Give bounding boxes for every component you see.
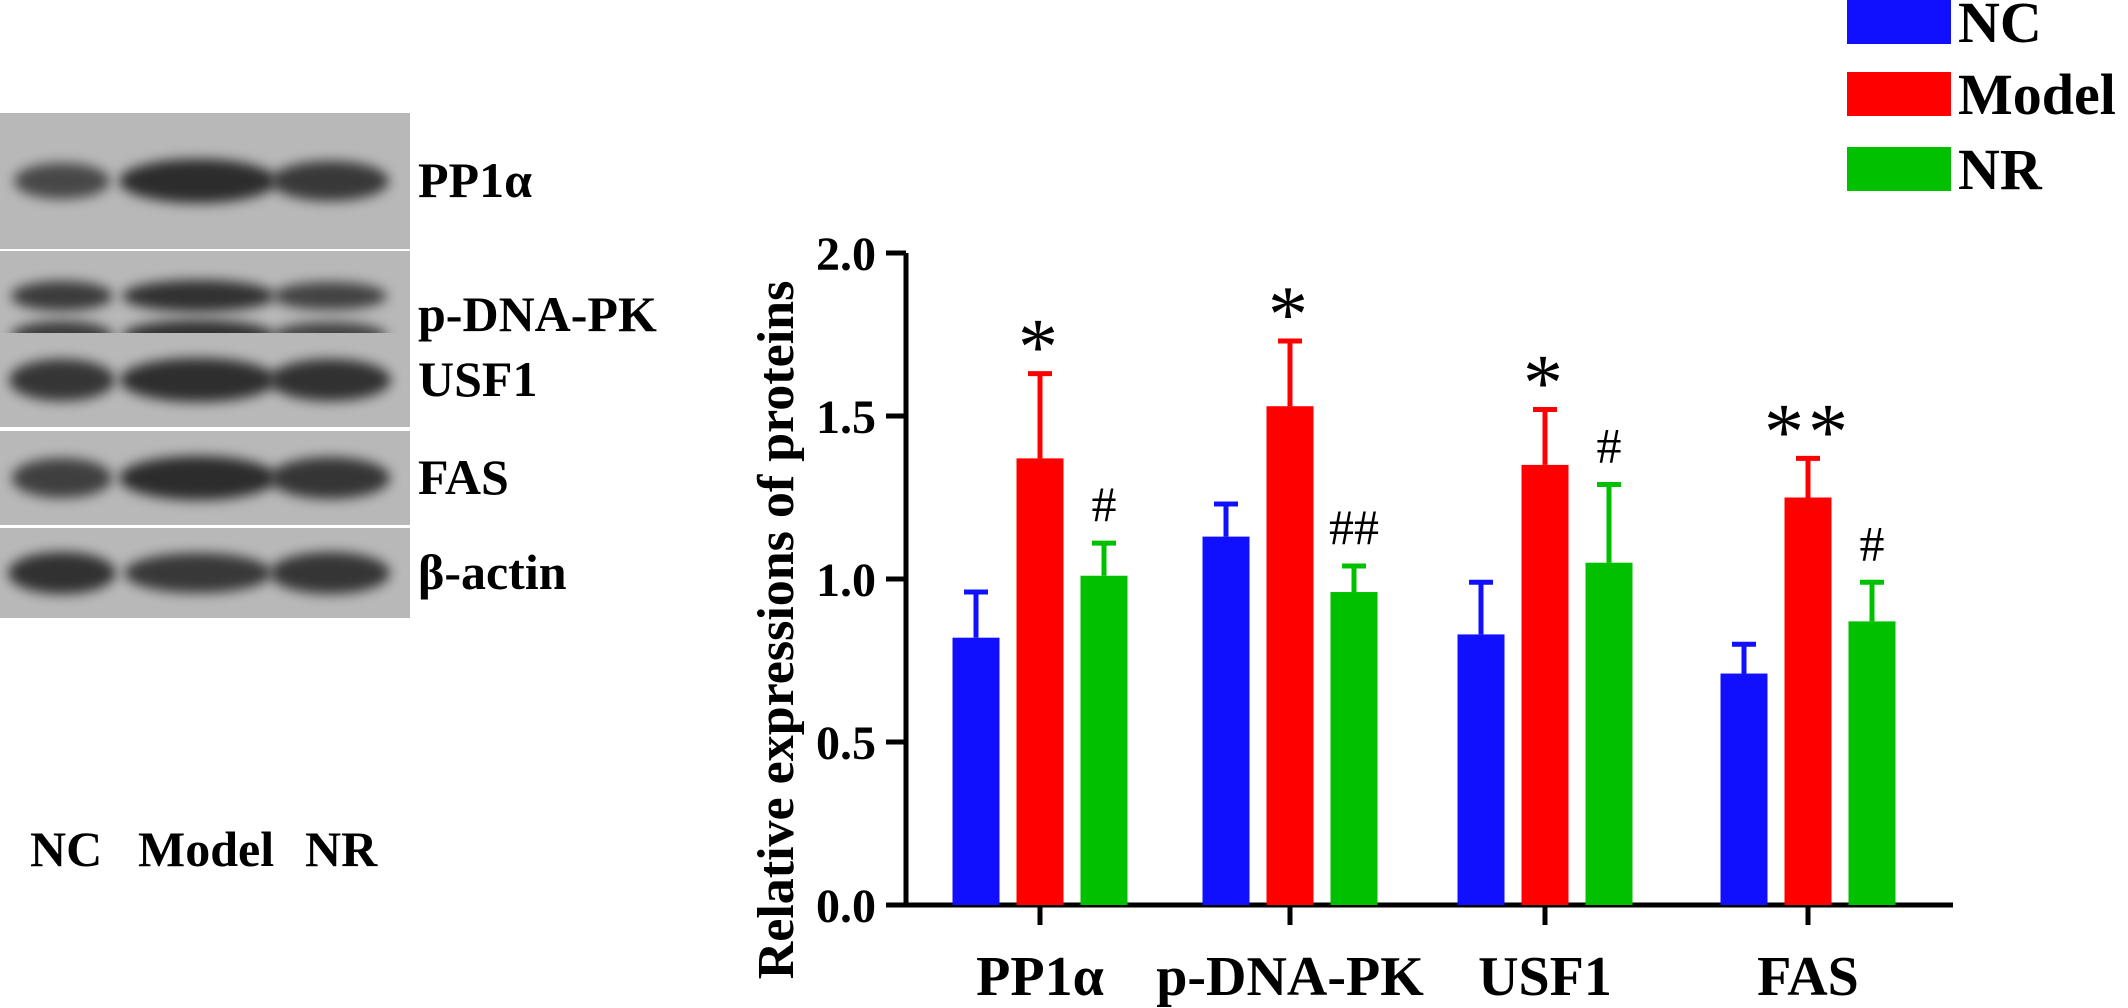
bar xyxy=(1080,575,1128,905)
blot-band xyxy=(119,456,277,500)
blot-row-label: p-DNA-PK xyxy=(418,286,657,342)
bar xyxy=(1521,464,1569,905)
bar xyxy=(1016,458,1064,905)
x-tick-label: PP1α xyxy=(976,946,1104,1008)
blot-row-label: PP1α xyxy=(418,152,532,208)
blot-panel xyxy=(0,528,410,618)
blot-row-label: USF1 xyxy=(418,351,538,407)
western-blot: PP1α p-DNA-PK USF1 FAS β-actin xyxy=(0,108,657,820)
blot-row-label: β-actin xyxy=(418,544,567,600)
blot-band xyxy=(269,457,391,499)
bar xyxy=(1202,536,1250,905)
annotations: *#*##*# **# xyxy=(1018,271,1885,571)
bar xyxy=(1330,592,1378,905)
bar xyxy=(1848,621,1896,905)
bars xyxy=(952,406,1896,905)
y-tick-label: 1.5 xyxy=(816,391,876,444)
significance-marker: # xyxy=(1092,476,1117,532)
blot-band xyxy=(120,358,276,402)
bar xyxy=(1720,673,1768,905)
y-tick-label: 2.0 xyxy=(816,228,876,281)
blot-band xyxy=(269,552,391,594)
blot-lane-label: Model xyxy=(138,821,275,877)
legend-label: NC xyxy=(1958,0,2042,55)
bar xyxy=(1266,406,1314,905)
blot-band xyxy=(8,551,116,595)
blot-band xyxy=(11,458,113,498)
bar xyxy=(1585,562,1633,905)
blot-band xyxy=(13,162,111,200)
blot-panel xyxy=(0,113,410,249)
y-tick-label: 0.0 xyxy=(816,880,876,933)
blot-band xyxy=(273,281,387,311)
significance-marker: * xyxy=(1523,339,1567,427)
blot-panel xyxy=(0,431,410,525)
y-axis-label: Relative expressions of proteins xyxy=(748,281,805,980)
significance-marker: ## xyxy=(1329,499,1379,555)
legend-swatch xyxy=(1847,0,1951,44)
blot-band xyxy=(10,281,114,311)
significance-marker: * xyxy=(1268,271,1312,359)
bar xyxy=(1457,634,1505,905)
blot-band xyxy=(119,159,277,203)
error-bars xyxy=(964,338,1884,674)
blot-lane-label: NC xyxy=(30,821,103,877)
significance-marker: # xyxy=(1597,417,1622,473)
blot-lane-label: NR xyxy=(305,821,378,877)
blot-panel xyxy=(0,333,410,427)
blot-row-label: FAS xyxy=(418,449,509,505)
blot-band xyxy=(270,160,390,202)
x-tick-label: USF1 xyxy=(1478,946,1612,1008)
y-tick-label: 0.5 xyxy=(816,717,876,770)
blot-band xyxy=(121,280,275,312)
significance-marker: # xyxy=(1860,515,1885,571)
legend-swatch xyxy=(1847,72,1951,116)
axes: 0.0 0.5 1.0 1.5 2.0 PP1α p-DNA-PK USF1 FAS xyxy=(816,228,1953,1008)
bar xyxy=(1784,497,1832,905)
blot-band xyxy=(268,358,392,402)
blot-band xyxy=(9,359,115,401)
bar xyxy=(952,637,1000,905)
x-tick-label: FAS xyxy=(1757,946,1859,1008)
legend-swatch xyxy=(1847,147,1951,191)
significance-marker: * xyxy=(1018,304,1062,392)
significance-marker: ** xyxy=(1764,388,1852,476)
legend-label: Model xyxy=(1958,62,2116,127)
blot-band xyxy=(123,552,273,594)
legend-label: NR xyxy=(1958,137,2042,202)
x-tick-label: p-DNA-PK xyxy=(1156,946,1424,1008)
y-tick-label: 1.0 xyxy=(816,554,876,607)
